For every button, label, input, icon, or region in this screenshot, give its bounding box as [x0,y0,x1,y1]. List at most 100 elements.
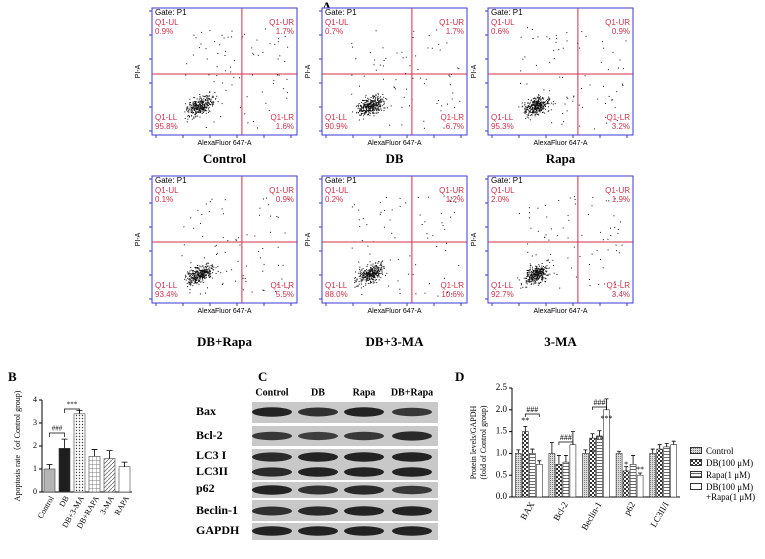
event-dot [575,276,577,278]
event-dot [397,259,399,261]
annotation: ### [594,398,606,407]
event-dot [368,104,370,106]
event-dot [379,213,381,215]
x-axis-label: AlexaFluor 647-A [533,308,587,315]
event-dot [380,277,382,279]
event-dot [256,39,258,41]
event-dot [369,275,371,277]
event-dot [194,274,195,276]
event-dot [204,108,206,110]
event-dot [374,103,376,105]
event-dot [538,105,540,106]
legend-swatch-fill [691,448,701,453]
event-dot [356,279,358,281]
flow-plot: Gate: P1Q1-UL0.7%Q1-UR1.7%Q1-LL90.9%Q1-L… [305,7,468,166]
event-dot [379,202,381,204]
y-tick-label: 0.0 [496,491,508,501]
event-dot [448,74,450,76]
event-dot [547,98,548,100]
quadrant-name: Q1-LL [491,281,514,290]
event-dot [540,275,542,277]
gate-label: Gate: P1 [491,8,523,17]
event-dot [367,110,369,111]
event-dot [535,272,537,274]
event-dot [199,107,201,109]
event-dot [203,105,205,107]
event-dot [547,260,549,262]
plot-frame [321,175,468,304]
event-dot [369,274,371,276]
event-dot [378,272,380,274]
event-dot [189,104,191,106]
event-dot [549,262,551,264]
event-dot [396,52,398,54]
event-dot [525,282,527,284]
event-dot [190,280,192,282]
event-dot [202,272,204,274]
event-dot [277,74,279,76]
x-tick-label: DB [57,494,70,508]
event-dot [537,270,538,272]
event-dot [549,38,551,40]
event-dot [195,279,196,281]
event-dot [282,264,284,266]
event-dot [273,79,275,81]
event-dot [239,107,241,109]
event-dot [216,75,218,77]
event-dot [378,98,380,100]
y-axis-label: PI-A [135,64,142,78]
event-dot [373,269,375,271]
event-dot [372,274,373,276]
event-dot [441,105,443,107]
event-dot [549,61,551,63]
event-dot [527,102,529,104]
event-dot [525,106,527,108]
event-dot [198,268,200,270]
event-dot [532,109,534,111]
event-dot [197,111,199,113]
event-dot [191,281,193,283]
event-dot [537,268,539,270]
bar [636,474,644,498]
event-dot [363,113,365,115]
event-dot [542,276,544,278]
event-dot [542,278,544,280]
event-dot [192,276,193,278]
event-dot [278,38,280,40]
event-dot [367,107,369,109]
event-dot [376,96,378,98]
event-dot [200,273,202,275]
event-dot [208,271,210,273]
event-dot [354,282,356,284]
event-dot [372,106,374,108]
event-dot [538,101,540,103]
event-dot [409,105,410,107]
event-dot [537,100,539,102]
event-dot [552,259,554,261]
event-dot [206,95,208,96]
event-dot [211,198,213,200]
event-dot [372,263,374,265]
event-dot [213,266,215,268]
event-dot [377,276,379,278]
event-dot [397,280,399,282]
error-bar [657,444,662,450]
event-dot [200,273,202,275]
event-dot [574,203,576,205]
event-dot [367,274,369,276]
event-dot [373,270,375,272]
event-dot [372,273,374,275]
event-dot [380,109,382,111]
error-bar [650,448,655,454]
event-dot [195,272,197,274]
event-dot [536,265,538,267]
event-dot [613,293,615,295]
event-dot [375,279,377,281]
event-dot [537,277,538,279]
event-dot [189,275,191,277]
event-dot [527,274,529,275]
event-dot [534,101,536,103]
event-dot [195,103,197,105]
event-dot [374,100,376,102]
event-dot [283,88,285,90]
